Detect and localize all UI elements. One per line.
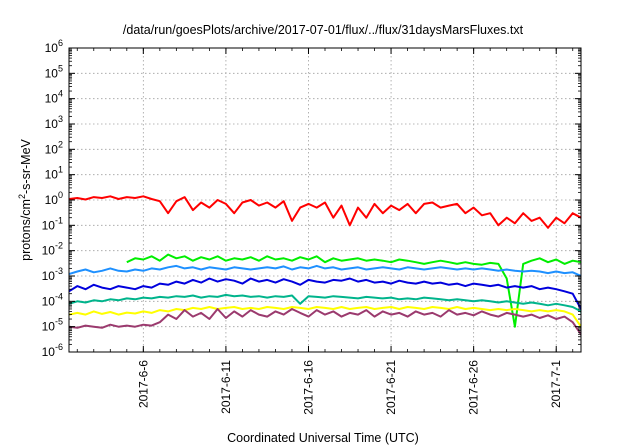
- y-axis-label-main: protons/cm: [19, 199, 33, 261]
- series-line-5: [69, 293, 581, 318]
- x-axis-label: Coordinated Universal Time (UTC): [227, 431, 419, 445]
- x-tick-label: 2017-6-26: [467, 360, 481, 415]
- y-axis-ticks: 10-6 10-5 10-4 10-3 10-2 10-1 100 101 102 103 104 1…: [42, 38, 581, 359]
- chart-title: /data/run/goesPlots/archive/2017-07-01/f…: [123, 23, 524, 37]
- y-tick-label: 10-6: [42, 342, 63, 359]
- y-tick-label: 10-2: [42, 241, 63, 258]
- x-tick-label: 2017-6-21: [384, 360, 398, 415]
- y-tick-label: 104: [45, 89, 63, 106]
- series-line-6: [69, 306, 581, 331]
- y-tick-label: 10-3: [42, 266, 63, 283]
- series-line-3: [69, 264, 581, 278]
- y-tick-label: 105: [45, 63, 63, 80]
- y-tick-label: 101: [45, 165, 63, 182]
- y-axis-label-superscript: 2: [17, 194, 27, 199]
- y-tick-label: 103: [45, 114, 63, 131]
- y-tick-label: 10-4: [42, 291, 63, 308]
- y-axis-label: protons/cm2-s-sr-MeV: [17, 138, 33, 260]
- y-tick-label: 100: [45, 190, 63, 207]
- x-tick-label: 2017-6-11: [219, 360, 233, 414]
- series-line-1: [69, 195, 581, 229]
- x-tick-label: 2017-6-6: [136, 360, 150, 408]
- x-tick-label: 2017-6-16: [301, 360, 315, 415]
- y-tick-label: 10-1: [42, 215, 63, 232]
- series-line-2: [126, 253, 581, 328]
- x-axis-ticks: 2017-6-6 2017-6-11 2017-6-16 2017-6-21 2017-…: [76, 48, 574, 415]
- y-tick-label: 102: [45, 139, 63, 156]
- series-line-7: [69, 308, 581, 339]
- y-tick-label: 106: [45, 38, 63, 55]
- x-tick-label: 2017-7-1: [549, 360, 563, 408]
- series-lines: [69, 195, 581, 339]
- y-axis-label-rest: -s-sr-MeV: [19, 138, 33, 194]
- y-tick-label: 10-5: [42, 317, 63, 334]
- grid: [69, 48, 581, 352]
- series-line-4: [69, 277, 581, 316]
